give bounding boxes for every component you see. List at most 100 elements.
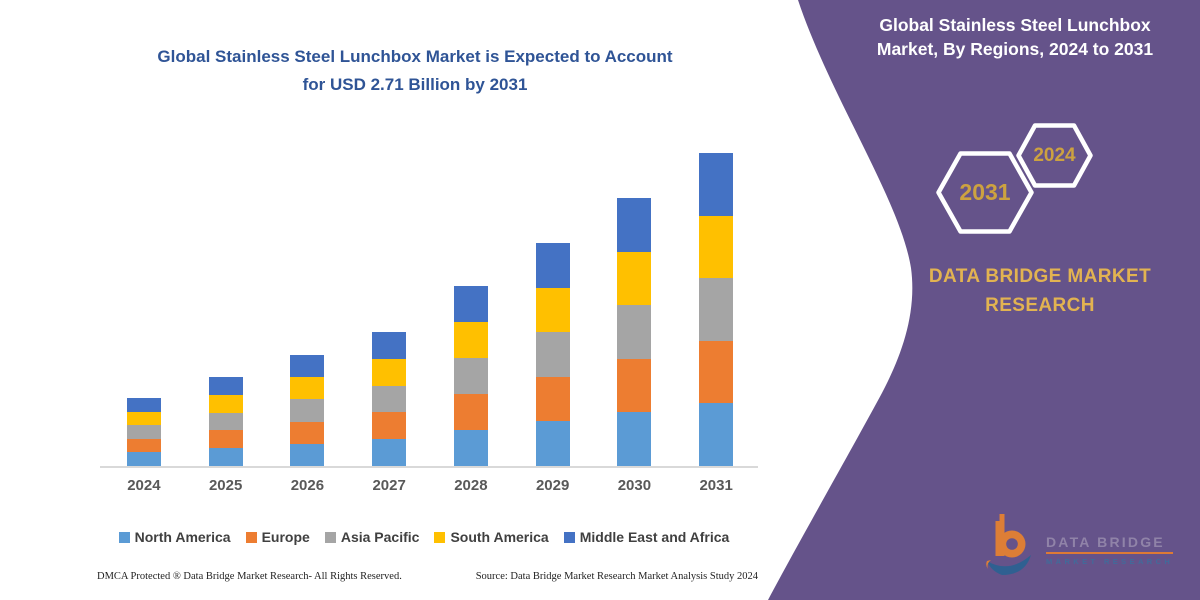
legend-item-middle-east-and-africa: Middle East and Africa	[563, 529, 730, 545]
bar-segment-north-america	[126, 452, 161, 466]
bar-segment-middle-east-and-africa	[290, 355, 325, 378]
hexagon-outline-icon	[936, 151, 1034, 234]
bar-segment-north-america	[208, 448, 243, 466]
hexagon-2031-label: 2031	[959, 179, 1011, 205]
bar-segment-south-america	[699, 215, 734, 279]
x-axis-labels: 2024 2025 2026 2027 2028 2029 2030 2031	[103, 477, 757, 494]
bar-segment-middle-east-and-africa	[372, 332, 407, 359]
bar-segment-asia-pacific	[372, 385, 407, 413]
bar-segment-south-america	[535, 287, 570, 333]
stacked-bar-2026	[290, 355, 325, 466]
x-axis-label-2028: 2028	[454, 477, 488, 494]
side-panel-brand-text: DATA BRIDGE MARKET RESEARCH	[890, 262, 1190, 320]
bar-column-2025	[185, 146, 267, 466]
bar-column-2027	[348, 146, 430, 466]
legend-item-europe: Europe	[245, 529, 310, 545]
chart-title-line2: for USD 2.71 Billion by 2031	[302, 75, 528, 94]
x-axis-label-2026: 2026	[290, 477, 325, 494]
footer: DMCA Protected ® Data Bridge Market Rese…	[97, 571, 758, 582]
x-axis-line	[100, 466, 758, 468]
side-panel-title: Global Stainless Steel Lunchbox Market, …	[845, 13, 1185, 61]
chart-legend: North America Europe Asia Pacific South Ame…	[90, 529, 758, 545]
bar-segment-north-america	[535, 421, 570, 466]
legend-swatch-asia-pacific	[324, 531, 336, 543]
bar-segment-middle-east-and-africa	[453, 286, 488, 322]
bar-segment-asia-pacific	[617, 305, 652, 359]
legend-item-north-america: North America	[118, 529, 231, 545]
legend-item-south-america: South America	[434, 529, 549, 545]
bar-segment-asia-pacific	[535, 332, 570, 377]
legend-swatch-middle-east-and-africa	[563, 531, 575, 543]
legend-swatch-europe	[245, 531, 257, 543]
data-bridge-logo: DATA BRIDGE MARKET RESEARCH	[985, 514, 1174, 580]
bar-segment-asia-pacific	[699, 278, 734, 341]
chart-title-line1: Global Stainless Steel Lunchbox Market i…	[157, 47, 673, 66]
bar-segment-asia-pacific	[208, 412, 243, 431]
side-panel-title-line2: Market, By Regions, 2024 to 2031	[876, 39, 1154, 59]
bar-segment-middle-east-and-africa	[126, 398, 161, 412]
bar-segment-asia-pacific	[453, 358, 488, 394]
stacked-bar-2030	[617, 198, 652, 466]
x-axis-label-2031: 2031	[699, 477, 733, 494]
legend-swatch-south-america	[434, 531, 446, 543]
logo-brand-subtitle: MARKET RESEARCH	[1046, 557, 1174, 566]
bar-segment-europe	[699, 340, 734, 404]
legend-label-middle-east-and-africa: Middle East and Africa	[579, 529, 730, 545]
x-axis-label-2025: 2025	[208, 477, 243, 494]
bar-segment-middle-east-and-africa	[617, 198, 652, 252]
stacked-bar-2029	[535, 243, 570, 466]
bar-segment-asia-pacific	[290, 399, 325, 422]
bar-segment-south-america	[372, 358, 407, 386]
brand-text-line2: RESEARCH	[985, 295, 1095, 316]
bar-column-2031	[675, 146, 757, 466]
logo-wordmark: DATA BRIDGE MARKET RESEARCH	[1046, 534, 1174, 580]
chart-title: Global Stainless Steel Lunchbox Market i…	[90, 43, 740, 99]
bar-segment-north-america	[372, 439, 407, 466]
footer-dmca-text: DMCA Protected ® Data Bridge Market Rese…	[97, 571, 402, 582]
bar-segment-south-america	[617, 251, 652, 306]
bar-segment-north-america	[699, 403, 734, 466]
bar-segment-south-america	[453, 322, 488, 358]
side-panel-title-line1: Global Stainless Steel Lunchbox	[879, 15, 1151, 35]
bar-segment-south-america	[290, 377, 325, 400]
hexagon-2031: 2031	[936, 151, 1034, 234]
stacked-bar-2028	[453, 286, 488, 466]
bar-segment-middle-east-and-africa	[208, 377, 243, 395]
stacked-bar-2024	[126, 398, 161, 466]
x-axis-label-2029: 2029	[535, 477, 570, 494]
legend-label-north-america: North America	[134, 529, 231, 545]
legend-swatch-north-america	[118, 531, 130, 543]
x-axis-label-2030: 2030	[617, 477, 652, 494]
bar-segment-europe	[453, 394, 488, 430]
stacked-bar-2031	[699, 153, 734, 466]
brand-text-line1: DATA BRIDGE MARKET	[928, 266, 1152, 287]
bar-segment-south-america	[208, 394, 243, 413]
bar-segment-middle-east-and-africa	[699, 153, 734, 216]
stacked-bar-2025	[208, 377, 243, 466]
bar-segment-europe	[290, 421, 325, 444]
bar-segment-middle-east-and-africa	[535, 243, 570, 288]
x-axis-label-2027: 2027	[372, 477, 406, 494]
bar-segment-europe	[208, 430, 243, 449]
hexagon-2024: 2024	[1016, 123, 1093, 188]
hexagon-2024-label: 2024	[1033, 144, 1076, 166]
bar-segment-north-america	[290, 443, 325, 466]
hexagon-outline-icon	[1016, 123, 1093, 188]
bar-column-2024	[103, 146, 185, 466]
footer-source-text: Source: Data Bridge Market Research Mark…	[475, 571, 758, 582]
bar-segment-europe	[617, 358, 652, 413]
bar-column-2028	[430, 146, 512, 466]
legend-item-asia-pacific: Asia Pacific	[324, 529, 419, 545]
bar-column-2026	[267, 146, 349, 466]
bar-segment-north-america	[453, 430, 488, 466]
bar-segment-europe	[535, 376, 570, 422]
bar-segment-north-america	[617, 412, 652, 466]
bar-segment-south-america	[126, 411, 161, 426]
bar-segment-asia-pacific	[126, 425, 161, 439]
bar-segment-europe	[126, 438, 161, 453]
bar-column-2030	[594, 146, 676, 466]
stacked-bar-2027	[372, 332, 407, 466]
logo-brand-name: DATA BRIDGE	[1046, 534, 1174, 554]
legend-label-europe: Europe	[261, 529, 310, 545]
